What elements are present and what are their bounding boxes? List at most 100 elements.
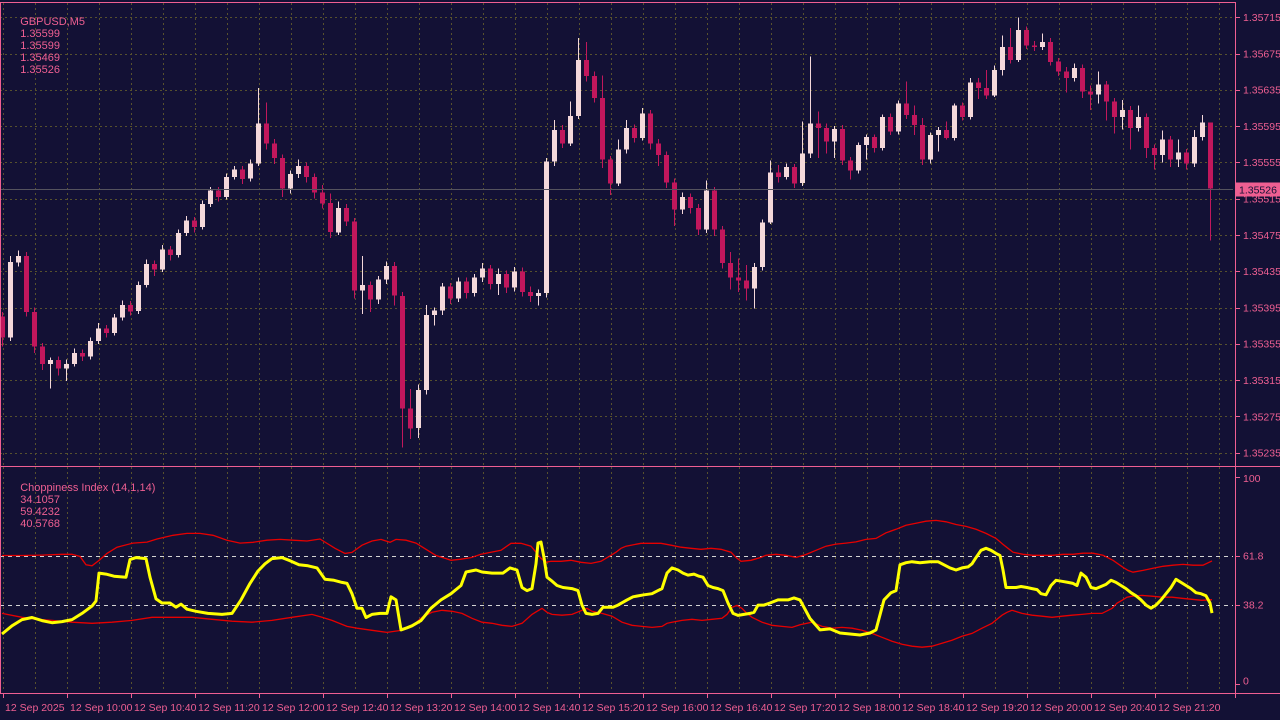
- price-axis-area[interactable]: [1235, 2, 1280, 693]
- candle-wick: [1010, 28, 1011, 64]
- candle-body: [1200, 122, 1205, 137]
- time-axis-label: 12 Sep 16:00: [646, 702, 709, 714]
- candle-body: [384, 265, 389, 280]
- price-axis-label: 1.35595: [1243, 121, 1280, 133]
- bar-low-value: 1.35469: [20, 52, 60, 64]
- candle-body: [1184, 152, 1189, 164]
- candle-body: [152, 264, 157, 270]
- candle-body: [208, 190, 213, 205]
- time-axis-label: 12 Sep 18:00: [838, 702, 901, 714]
- candle-body: [96, 328, 101, 342]
- candle-body: [248, 163, 253, 179]
- indicator-panel[interactable]: [0, 466, 1233, 693]
- candle-body: [720, 229, 725, 264]
- candle-body: [848, 160, 853, 171]
- indicator-axis-label: 0: [1243, 676, 1249, 688]
- candle-body: [896, 103, 901, 132]
- candle-body: [576, 59, 581, 117]
- candle-wick: [434, 307, 435, 326]
- candle-body: [496, 274, 501, 284]
- candle-body: [1208, 122, 1213, 189]
- candle-body: [744, 280, 749, 289]
- candle-body: [512, 271, 517, 288]
- time-axis-label: 12 Sep 14:40: [518, 702, 581, 714]
- candle-body: [176, 233, 181, 255]
- candle-body: [1104, 84, 1109, 102]
- candle-body: [432, 310, 437, 315]
- candle-body: [952, 105, 957, 138]
- candle-body: [128, 304, 133, 312]
- candle-body: [288, 174, 293, 189]
- candle-body: [608, 159, 613, 184]
- candle-body: [8, 262, 13, 338]
- time-axis-label: 12 Sep 14:00: [454, 702, 517, 714]
- candle-wick: [866, 134, 867, 160]
- candle-body: [664, 155, 669, 183]
- candle-body: [344, 207, 349, 222]
- candle-body: [80, 352, 85, 357]
- time-axis-label: 12 Sep 17:20: [774, 702, 837, 714]
- candle-body: [752, 266, 757, 289]
- time-axis-label: 12 Sep 21:20: [1158, 702, 1221, 714]
- candle-body: [56, 360, 61, 369]
- candle-wick: [834, 126, 835, 158]
- time-axis-label: 12 Sep 19:20: [966, 702, 1029, 714]
- candle-wick: [66, 359, 67, 382]
- candle-body: [864, 137, 869, 146]
- candle-body: [528, 292, 533, 296]
- candle-body: [192, 220, 197, 227]
- candle-body: [304, 166, 309, 177]
- candle-body: [1064, 71, 1069, 79]
- candle-body: [712, 190, 717, 230]
- indicator-main-value: 34.1057: [20, 494, 60, 506]
- candle-body: [320, 192, 325, 204]
- candle-body: [272, 143, 277, 158]
- candle-body: [488, 268, 493, 284]
- candle-body: [312, 176, 317, 193]
- candle-body: [224, 176, 229, 197]
- candle-body: [1056, 61, 1061, 72]
- time-axis-label: 12 Sep 12:00: [262, 702, 325, 714]
- candle-body: [1096, 84, 1101, 95]
- candle-body: [1080, 68, 1085, 92]
- candle-wick: [1042, 33, 1043, 50]
- candle-body: [168, 249, 173, 255]
- candle-wick: [1066, 67, 1067, 93]
- candle-body: [672, 182, 677, 210]
- candle-wick: [986, 69, 987, 99]
- candle-body: [280, 157, 285, 189]
- bar-open-value: 1.35599: [20, 28, 60, 40]
- indicator-axis-label: 38.2: [1243, 600, 1264, 612]
- time-axis-area[interactable]: [0, 693, 1280, 720]
- candle-body: [1152, 147, 1157, 156]
- time-axis-label: 12 Sep 16:40: [710, 702, 773, 714]
- candle-body: [560, 129, 565, 144]
- candle-body: [232, 169, 237, 177]
- candle-body: [1024, 30, 1029, 46]
- main-chart-panel[interactable]: [0, 2, 1233, 466]
- candle-body: [688, 196, 693, 208]
- price-axis-label: 1.35275: [1243, 411, 1280, 423]
- candle-body: [536, 293, 541, 296]
- price-axis-label: 1.35675: [1243, 48, 1280, 60]
- candle-wick: [978, 78, 979, 99]
- candle-body: [352, 221, 357, 291]
- current-price-tag: [1236, 182, 1280, 197]
- candle-body: [368, 284, 373, 300]
- candle-body: [160, 249, 165, 270]
- time-axis-label: 12 Sep 15:20: [582, 702, 645, 714]
- candle-body: [1176, 152, 1181, 160]
- candle-body: [904, 103, 909, 116]
- candle-body: [184, 220, 189, 234]
- candle-body: [1032, 45, 1037, 48]
- candle-body: [440, 286, 445, 311]
- time-axis-label: 12 Sep 13:20: [390, 702, 453, 714]
- candle-body: [1016, 30, 1021, 60]
- candle-body: [832, 128, 837, 142]
- candle-body: [872, 137, 877, 148]
- candle-body: [920, 125, 925, 160]
- candle-body: [1112, 101, 1117, 117]
- candle-body: [1072, 68, 1077, 79]
